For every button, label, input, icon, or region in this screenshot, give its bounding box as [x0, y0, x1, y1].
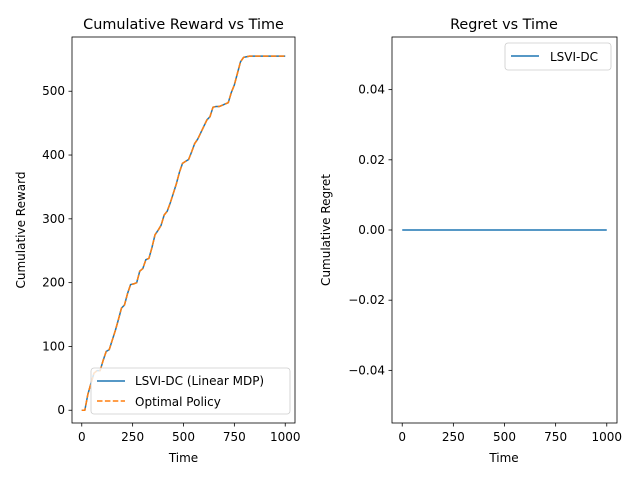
regret-x-tick-label: 750	[544, 430, 567, 444]
reward-x-tick-label: 0	[78, 430, 86, 444]
reward-legend-label-optimal: Optimal Policy	[135, 395, 221, 409]
regret-legend: LSVI-DC	[504, 42, 612, 71]
regret-chart-title: Regret vs Time	[450, 17, 558, 33]
reward-x-axis-label: Time	[168, 451, 198, 465]
reward-series-group	[81, 55, 286, 411]
reward-x-tick-label: 500	[172, 430, 195, 444]
regret-legend-label-lsvi: LSVI-DC	[550, 50, 598, 64]
reward-legend: LSVI-DC (Linear MDP) Optimal Policy	[90, 367, 291, 415]
reward-y-tick-label: 400	[42, 148, 65, 162]
regret-y-tick-label: 0.04	[358, 83, 385, 97]
reward-legend-label-lsvi: LSVI-DC (Linear MDP)	[135, 374, 264, 388]
regret-subplot: Regret vs Time Time Cumulative Regret 0 2…	[319, 17, 622, 465]
reward-series-line-1	[81, 55, 286, 411]
regret-y-tick-label: −0.02	[348, 293, 385, 307]
reward-y-axis-label: Cumulative Reward	[14, 172, 28, 289]
regret-x-tick-label: 250	[442, 430, 465, 444]
reward-y-tick-label: 100	[42, 339, 65, 353]
regret-y-tick-label: 0.02	[358, 153, 385, 167]
reward-x-tick-label: 1000	[270, 430, 301, 444]
reward-axes-frame	[71, 36, 296, 424]
reward-ticks: 0 250 500 750 1000 0 100 200 300 400 500	[42, 84, 300, 444]
reward-subplot: Cumulative Reward vs Time Time Cumulativ…	[14, 17, 301, 465]
reward-y-tick-label: 500	[42, 84, 65, 98]
regret-legend-box	[504, 42, 612, 71]
reward-x-tick-label: 250	[121, 430, 144, 444]
regret-y-axis-label: Cumulative Regret	[319, 174, 333, 286]
reward-y-tick-label: 300	[42, 212, 65, 226]
reward-y-tick-label: 200	[42, 276, 65, 290]
regret-y-tick-label: −0.04	[348, 363, 385, 377]
regret-y-tick-label: 0.00	[358, 223, 385, 237]
regret-axes-frame	[391, 36, 618, 424]
reward-legend-box	[90, 367, 291, 415]
regret-ticks: 0 250 500 750 1000 −0.04 −0.02 0.00 0.02 0.04	[348, 83, 622, 444]
regret-x-tick-label: 1000	[591, 430, 622, 444]
regret-x-tick-label: 0	[398, 430, 406, 444]
reward-x-tick-label: 750	[223, 430, 246, 444]
reward-chart-title: Cumulative Reward vs Time	[83, 17, 284, 33]
regret-x-axis-label: Time	[488, 451, 518, 465]
reward-y-tick-label: 0	[57, 403, 65, 417]
regret-x-tick-label: 500	[493, 430, 516, 444]
